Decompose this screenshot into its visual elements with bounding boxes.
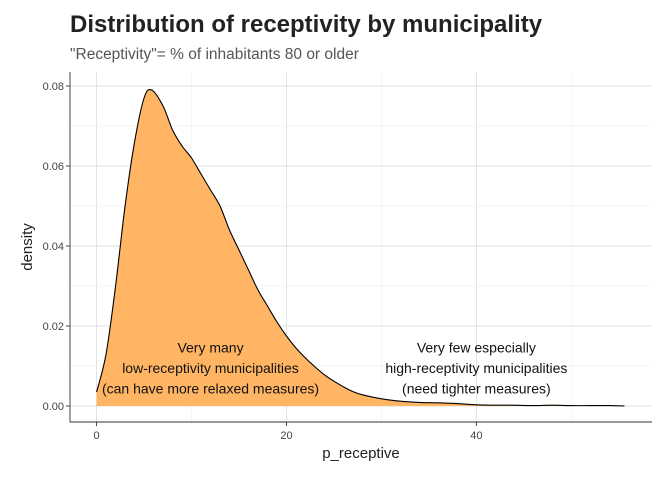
axes	[66, 72, 652, 426]
chart-subtitle: "Receptivity"= % of inhabitants 80 or ol…	[70, 46, 359, 63]
x-tick-label: 0	[94, 430, 100, 442]
tick-labels: 0 20 40 0.00 0.02 0.04 0.06 0.08	[43, 81, 483, 442]
y-tick-label: 0.00	[43, 401, 64, 413]
annotation-line: high-receptivity municipalities	[385, 360, 567, 376]
x-axis-title: p_receptive	[322, 445, 400, 462]
y-tick-label: 0.06	[43, 161, 64, 173]
y-tick-label: 0.02	[43, 321, 64, 333]
chart-title: Distribution of receptivity by municipal…	[70, 11, 543, 38]
y-tick-label: 0.08	[43, 81, 64, 93]
annotations: Very many low-receptivity municipalities (…	[102, 340, 567, 397]
annotation-line: (need tighter measures)	[402, 381, 551, 397]
annotation-line: Very few especially	[417, 340, 536, 356]
density-fill	[96, 89, 625, 406]
annotation-line: low-receptivity municipalities	[122, 360, 299, 376]
annotation-line: (can have more relaxed measures)	[102, 381, 319, 397]
annotation-line: Very many	[177, 340, 243, 356]
y-axis-title: density	[19, 223, 36, 271]
x-tick-label: 20	[280, 430, 292, 442]
density-area-layer	[96, 88, 625, 407]
density-curve	[96, 88, 625, 407]
x-tick-label: 40	[470, 430, 482, 442]
y-tick-label: 0.04	[43, 241, 64, 253]
